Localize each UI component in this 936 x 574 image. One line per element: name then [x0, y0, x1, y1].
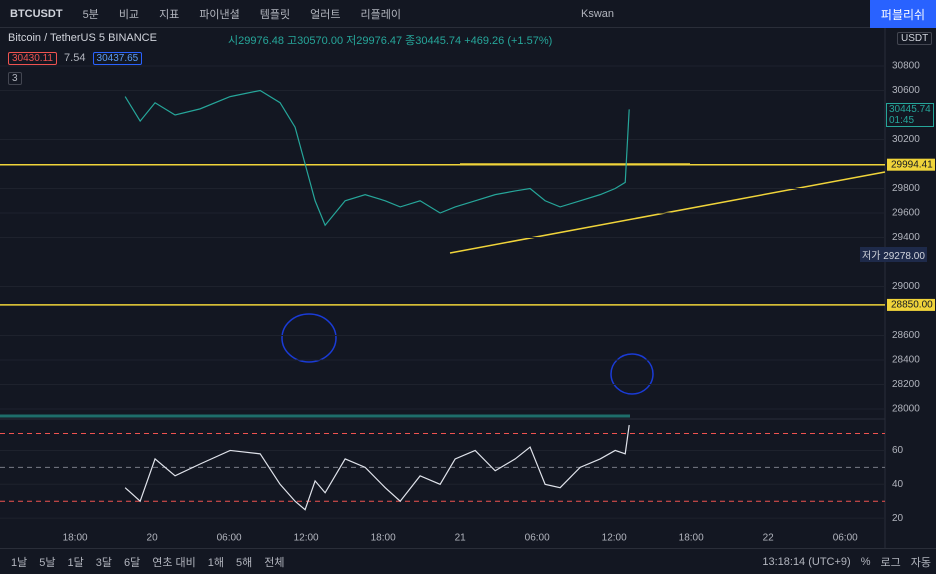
- compare[interactable]: 비교: [118, 8, 140, 21]
- price-label: 28850.00: [891, 300, 933, 311]
- y-tick-label: 29000: [892, 281, 920, 292]
- symbol[interactable]: BTCUSDT: [10, 7, 63, 20]
- y-tick-label: 30800: [892, 61, 920, 72]
- auto-toggle[interactable]: 자동: [910, 556, 931, 569]
- financials[interactable]: 파이낸셜: [199, 8, 240, 21]
- y-tick-label: 29800: [892, 183, 920, 194]
- x-tick-label: 12:00: [602, 533, 627, 544]
- user[interactable]: Kswan: [581, 7, 615, 20]
- y-tick-label: 40: [892, 479, 904, 490]
- range-button[interactable]: 1날: [11, 556, 28, 569]
- last-price-value: 30445.74: [889, 104, 931, 115]
- x-tick-label: 20: [147, 533, 159, 544]
- price-line: [124, 424, 630, 511]
- range-button[interactable]: 5해: [236, 556, 253, 569]
- legend-quote: 30430.11 7.54 30437.65: [8, 52, 143, 65]
- low-marker: 저가 29278.00: [860, 247, 927, 262]
- currency: USDT: [897, 32, 933, 45]
- log-toggle[interactable]: 로그: [880, 556, 901, 569]
- alerts[interactable]: 얼러트: [310, 8, 341, 21]
- x-tick-label: 18:00: [371, 533, 396, 544]
- percent-toggle[interactable]: %: [860, 555, 871, 568]
- legend-ohlc: 시29976.48 고30570.00 저29976.47 종30445.74 …: [228, 35, 553, 47]
- y-tick-label: 29400: [892, 232, 920, 243]
- y-tick-label: 28600: [892, 330, 920, 341]
- range-button[interactable]: 1달: [67, 556, 84, 569]
- range-button[interactable]: 1해: [207, 556, 225, 569]
- range-button[interactable]: 전체: [264, 556, 285, 569]
- y-tick-label: 28200: [892, 379, 920, 390]
- y-tick-label: 20: [892, 513, 904, 524]
- x-tick-label: 12:00: [294, 533, 319, 544]
- x-tick-label: 18:00: [679, 533, 704, 544]
- bottom-bar: 1날 5날 1달 3달 6달 연초 대비 1해 5해 전체 13:18:14 (UTC+9) %…: [0, 548, 936, 574]
- interval[interactable]: 5분: [82, 8, 99, 21]
- y-tick-label: 28000: [892, 404, 920, 415]
- y-tick-label: 30600: [892, 85, 920, 96]
- x-tick-label: 22: [763, 533, 775, 544]
- x-tick-label: 06:00: [525, 533, 550, 544]
- clock: 13:18:14 (UTC+9): [762, 555, 851, 568]
- price-label-bg: [887, 298, 935, 311]
- trend-line: [449, 171, 886, 254]
- range-button[interactable]: 연초 대비: [152, 556, 196, 569]
- collapse-toggle[interactable]: 3: [8, 72, 22, 85]
- bid: 30430.11: [8, 52, 57, 65]
- range-button[interactable]: 5날: [39, 556, 56, 569]
- x-tick-label: 06:00: [217, 533, 242, 544]
- low-text: 저가: [862, 251, 881, 262]
- last-price: 30445.74 01:45: [886, 103, 934, 127]
- publish-button[interactable]: 퍼블리쉬: [870, 0, 936, 28]
- x-tick-label: 06:00: [833, 533, 858, 544]
- price-line: [124, 89, 630, 227]
- x-tick-label: 18:00: [63, 533, 88, 544]
- replay[interactable]: 리플레이: [360, 8, 402, 21]
- range-list: 1날 5날 1달 3달 6달 연초 대비 1해 5해 전체: [5, 554, 291, 570]
- spread: 7.54: [64, 52, 86, 64]
- low-value: 29278.00: [883, 251, 925, 262]
- x-tick-label: 21: [455, 533, 467, 544]
- price-label: 29994.41: [891, 159, 933, 170]
- y-tick-label: 60: [892, 445, 904, 456]
- range-button[interactable]: 6달: [124, 556, 141, 569]
- circle-annotation: [281, 313, 337, 363]
- circle-annotation: [610, 353, 654, 395]
- toolbar: BTCUSDT 5분 비교 지표 파이낸셜 템플릿 얼러트 리플레이 Kswan…: [0, 0, 936, 28]
- y-tick-label: 28400: [892, 355, 920, 366]
- countdown: 01:45: [889, 115, 915, 126]
- ask: 30437.65: [92, 52, 143, 65]
- price-label-bg: [887, 158, 935, 171]
- indicators[interactable]: 지표: [159, 8, 180, 21]
- templates[interactable]: 템플릿: [259, 8, 291, 21]
- chart: 30800 30600 30200 29800 29600 29400 29000 28600…: [0, 28, 935, 548]
- range-button[interactable]: 3달: [95, 556, 112, 569]
- y-tick-label: 30200: [892, 134, 920, 145]
- y-tick-label: 29600: [892, 208, 920, 219]
- legend-title: Bitcoin / TetherUS 5 BINANCE: [8, 32, 157, 44]
